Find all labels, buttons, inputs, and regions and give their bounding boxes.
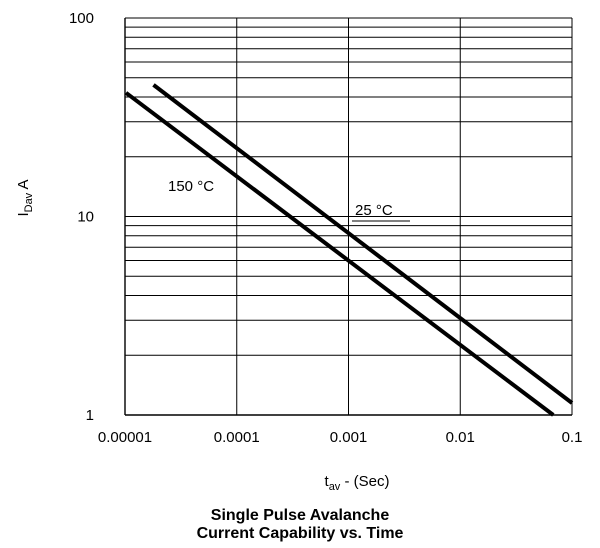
annotations: 150 °C 25 °C [168,178,410,222]
annotation-25c: 25 °C [355,202,393,219]
x-tick-label: 0.1 [562,429,583,446]
x-tick-label: 0.0001 [214,429,260,446]
chart-title-line-2: Current Capability vs. Time [196,525,404,542]
x-tick-label: 0.01 [446,429,475,446]
axes [124,18,572,416]
series-line-25c [152,83,574,405]
annotation-150c: 150 °C [168,178,214,195]
x-tick-label: 0.001 [330,429,368,446]
y-tick-label: 10 [77,209,94,226]
x-tick-labels: 0.00001 0.0001 0.001 0.01 0.1 [98,429,583,446]
x-tick-label: 0.00001 [98,429,152,446]
y-tick-labels: 1 10 100 [69,10,94,424]
series-line-150c [124,91,555,417]
y-tick-label: 100 [69,10,94,27]
grid [124,17,573,416]
chart-title-line-1: Single Pulse Avalanche [210,507,390,524]
x-axis-label: tav - (Sec) [325,473,390,493]
y-tick-label: 1 [86,407,94,424]
y-axis-label: IDav A [15,179,35,216]
series-lines [124,83,574,417]
